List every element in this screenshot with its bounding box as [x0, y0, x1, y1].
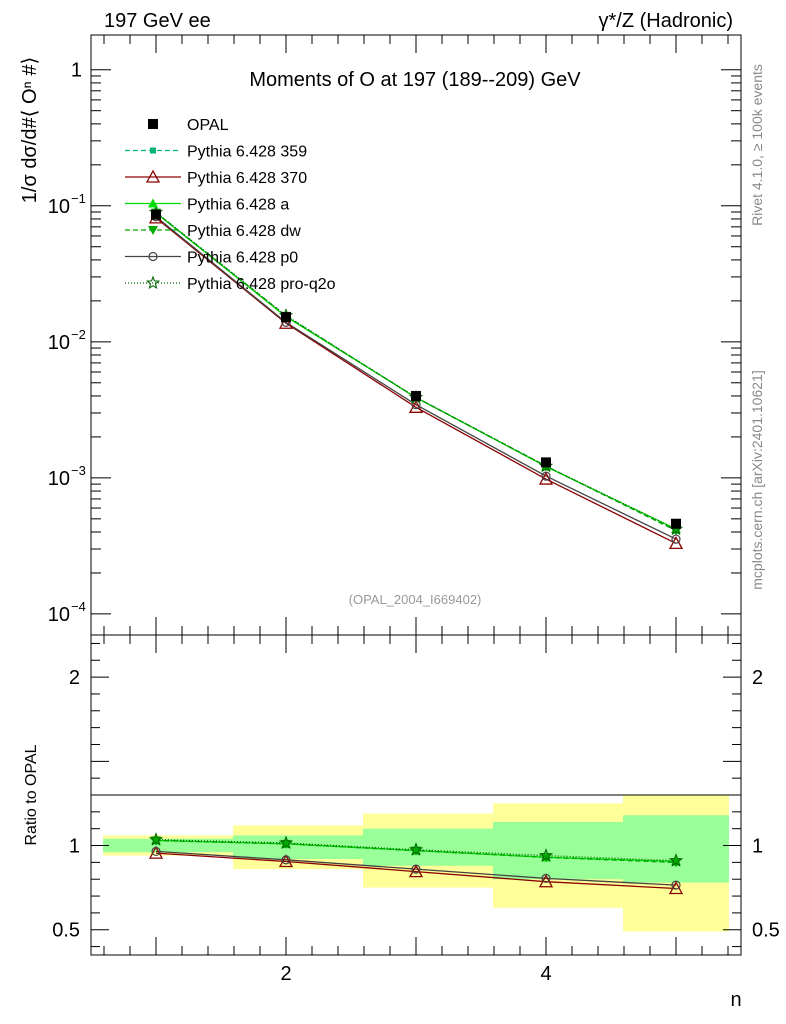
- ratio-y-tick-label-right: 0.5: [752, 920, 780, 942]
- y-tick-exponent: −2: [71, 327, 86, 342]
- ratio-series-marker: [148, 845, 164, 859]
- legend-label: OPAL: [187, 117, 229, 134]
- header-right-label: γ*/Z (Hadronic): [599, 10, 733, 32]
- x-axis-label: n: [730, 989, 741, 1011]
- series-marker: [278, 315, 294, 329]
- y-tick-exponent: −3: [71, 463, 86, 478]
- ratio-series-marker: [671, 880, 681, 890]
- ratio-series-line: [155, 852, 677, 890]
- legend-marker: [150, 147, 156, 154]
- ratio-series-marker: [151, 846, 161, 857]
- ratio-y-tick-label-right: 1: [752, 836, 763, 858]
- band-green: [493, 821, 623, 880]
- legend-label: Pythia 6.428 370: [187, 170, 307, 187]
- x-tick-label: 4: [540, 963, 551, 985]
- legend-label: Pythia 6.428 a: [187, 197, 289, 214]
- legend-marker: [148, 198, 158, 208]
- x-tick-label: 2: [280, 963, 291, 985]
- ratio-series-marker: [151, 836, 161, 846]
- mcplots-label: mcplots.cern.ch [arXiv:2401.10621]: [749, 370, 765, 589]
- ratio-series-marker: [278, 854, 294, 868]
- y-tick-exponent: −1: [71, 191, 86, 206]
- ratio-series-marker: [411, 846, 421, 856]
- y-tick-exponent: −4: [71, 599, 86, 614]
- series-line: [155, 216, 677, 540]
- legend-marker: [148, 226, 158, 235]
- band-green: [363, 828, 493, 866]
- ratio-y-tick-label: 1: [69, 836, 80, 858]
- data-point: [411, 390, 421, 401]
- y-tick-label: 1: [71, 60, 82, 82]
- series-marker: [671, 534, 681, 544]
- ratio-series-marker: [411, 864, 421, 874]
- y-tick-label: 10: [48, 604, 70, 626]
- ratio-series-marker: [541, 873, 551, 883]
- ratio-series-marker: [281, 839, 291, 849]
- legend-marker: [145, 169, 161, 183]
- main-y-axis-label: 1/σ dσ/d#⟨ Oⁿ #⟩: [19, 57, 41, 204]
- series-line: [155, 217, 677, 544]
- legend-label: Pythia 6.428 pro-q2o: [187, 276, 336, 293]
- ratio-y-tick-label: 2: [69, 667, 80, 689]
- ratio-series-marker: [538, 848, 554, 862]
- legend-label: Pythia 6.428 359: [187, 144, 307, 161]
- legend-label: Pythia 6.428 p0: [187, 250, 298, 267]
- y-tick-label: 10: [48, 196, 70, 218]
- legend: OPAL Pythia 6.428 359 Pythia 6.428 370 Pyth…: [125, 117, 336, 293]
- ratio-plot-frame: [90, 634, 742, 956]
- ratio-uncertainty-bands: [103, 795, 729, 932]
- data-point: [671, 518, 681, 529]
- ratio-axis-ticks: 0.5 0.5 1 1 2 2 2 4: [52, 635, 780, 985]
- legend-label: Pythia 6.428 dw: [187, 223, 301, 240]
- legend-marker: [148, 119, 158, 129]
- series-marker: [541, 471, 551, 481]
- ratio-y-axis-label: Ratio to OPAL: [23, 744, 40, 845]
- ratio-series-lines: [155, 838, 677, 890]
- header-left-label: 197 GeV ee: [104, 10, 211, 32]
- ratio-series-marker: [668, 853, 684, 867]
- ratio-series-marker: [408, 842, 424, 856]
- main-plot-panel: 110−110−210−310−4 Moments of O at 197 (1…: [19, 34, 742, 636]
- ratio-series-line: [155, 850, 677, 886]
- data-point: [541, 457, 551, 468]
- ratio-series-markers: [148, 832, 684, 895]
- ratio-series-marker: [148, 832, 164, 846]
- ratio-y-tick-label: 0.5: [52, 920, 80, 942]
- data-point: [281, 312, 291, 323]
- main-axis-ticks: 110−110−210−310−4: [48, 35, 741, 635]
- analysis-watermark: (OPAL_2004_I669402): [349, 592, 482, 607]
- series-marker: [668, 536, 684, 550]
- ratio-y-tick-label-right: 2: [752, 667, 763, 689]
- opal-data-points: [151, 209, 681, 529]
- ratio-series-marker: [278, 835, 294, 850]
- band-green: [623, 815, 729, 883]
- data-point: [151, 209, 161, 220]
- y-tick-label: 10: [48, 332, 70, 354]
- series-line: [155, 212, 677, 532]
- band-green: [233, 835, 363, 859]
- y-tick-label: 10: [48, 468, 70, 490]
- legend-marker: [148, 251, 158, 262]
- chart-title: Moments of O at 197 (189--209) GeV: [249, 69, 581, 91]
- legend-marker: [145, 275, 161, 290]
- rivet-version-label: Rivet 4.1.0, ≥ 100k events: [749, 64, 765, 226]
- ratio-plot-panel: 0.5 0.5 1 1 2 2 2 4 Ratio to OPAL n: [23, 634, 780, 1011]
- ratio-series-marker: [281, 855, 291, 865]
